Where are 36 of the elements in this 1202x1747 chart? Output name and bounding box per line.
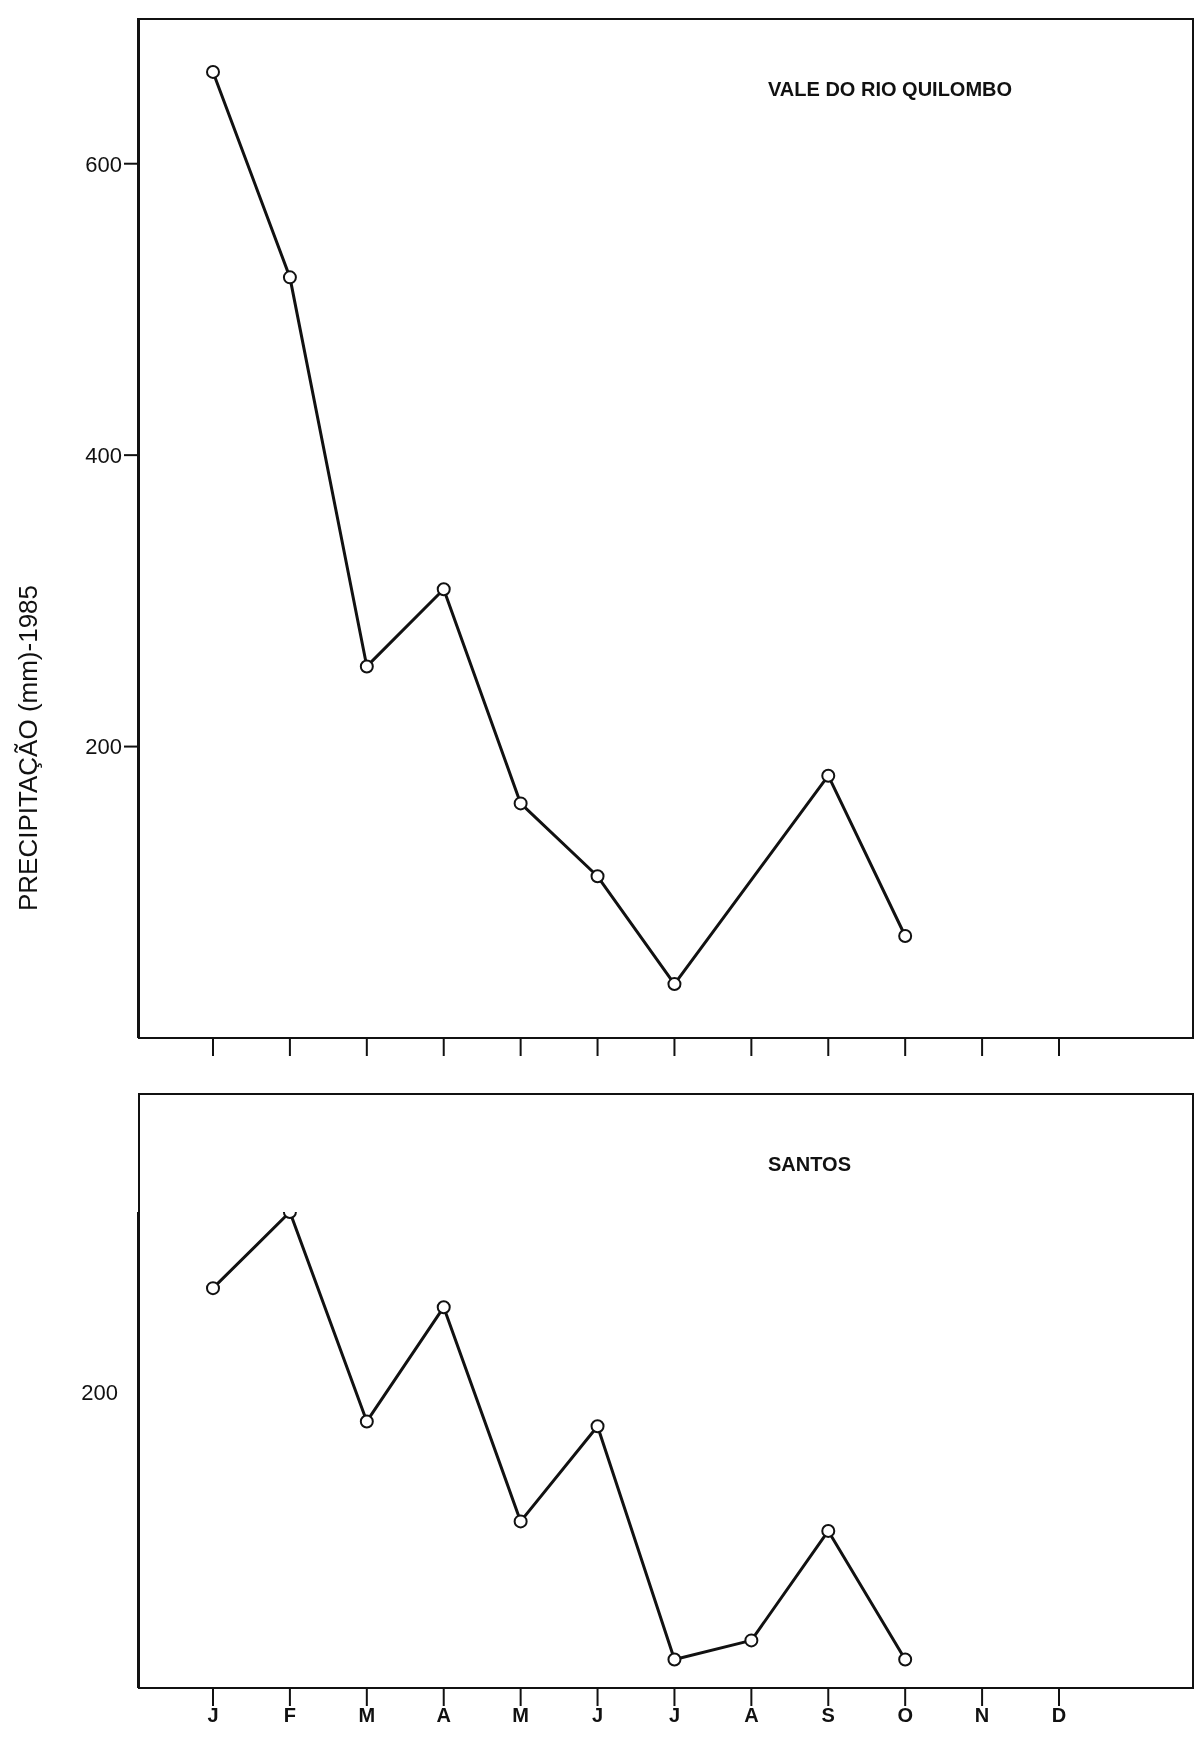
- point: [898, 1652, 913, 1667]
- x-tick-label: M: [512, 1704, 529, 1727]
- point: [513, 1514, 528, 1529]
- y-tick-label: 600: [85, 151, 122, 177]
- point: [898, 929, 913, 943]
- y-tick-label: 200: [85, 734, 122, 760]
- x-tick-label: M: [358, 1704, 376, 1727]
- x-tick-label: A: [436, 1704, 451, 1727]
- chart-title: SANTOS: [768, 1153, 851, 1176]
- point: [513, 796, 528, 811]
- x-tick-label: A: [744, 1704, 759, 1727]
- x-tick-label: O: [897, 1704, 913, 1727]
- point: [206, 64, 220, 79]
- text: VALE DO RIO QUILOMBO: [768, 78, 1013, 101]
- point: [359, 659, 374, 674]
- y-tick-label: 400: [85, 442, 122, 468]
- point: [282, 270, 297, 285]
- x-tick-label: N: [974, 1704, 990, 1727]
- x-tick-label: F: [283, 1704, 297, 1727]
- point: [821, 1523, 836, 1538]
- point: [667, 977, 682, 992]
- point: [667, 1652, 682, 1667]
- x-tick-label: J: [668, 1704, 681, 1727]
- point: [436, 1300, 451, 1315]
- y-axis-title: PRECIPITAÇÃO (mm)-1985: [13, 584, 44, 912]
- point: [359, 1414, 374, 1429]
- x-tick-label: J: [591, 1704, 604, 1727]
- x-tick-label: J: [207, 1704, 219, 1727]
- point: [590, 869, 605, 884]
- point: [744, 1633, 759, 1648]
- point: [206, 1281, 220, 1296]
- x-tick-label: S: [821, 1704, 835, 1727]
- x-tick-label: D: [1051, 1704, 1067, 1727]
- point: [436, 582, 451, 597]
- point: [821, 768, 836, 783]
- point: [590, 1419, 605, 1434]
